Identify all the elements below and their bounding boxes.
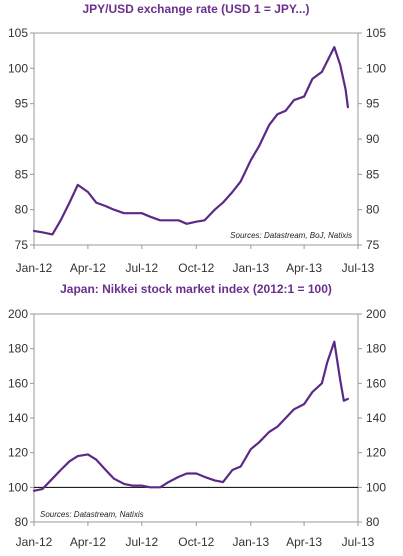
chart-1-xtick-label: Apr-13 [286, 261, 322, 275]
chart-2-ytick-label-left: 200 [8, 307, 28, 321]
chart-2-series-line [32, 340, 349, 492]
chart-1-ytick-label-left: 95 [15, 97, 29, 111]
chart-2-plot-frame [33, 313, 359, 523]
chart-1-ytick-label-right: 90 [366, 132, 380, 146]
chart-2-ytick-label-right: 100 [366, 480, 386, 494]
chart-2-ytick-label-left: 100 [8, 480, 28, 494]
chart-1-ytick-label-left: 100 [8, 61, 28, 75]
chart-1-xtick-label: Jan-13 [232, 261, 269, 275]
chart-1-xtick-label: Jul-13 [342, 261, 375, 275]
chart-2-xtick-label: Oct-12 [178, 535, 214, 549]
chart-1-ytick-label-left: 80 [15, 203, 29, 217]
chart-1-ytick-label-left: 85 [15, 167, 29, 181]
chart-2-xtick-label: Apr-12 [70, 535, 106, 549]
chart-2-ytick-label-right: 160 [366, 376, 386, 390]
chart-2-xtick-label: Jul-13 [342, 535, 375, 549]
chart-2-ytick-label-left: 120 [8, 446, 28, 460]
chart-1-ytick-label-right: 85 [366, 167, 380, 181]
chart-1-ytick-label-left: 75 [15, 238, 29, 252]
chart-2-source-note: Sources: Datastream, Natixis [40, 510, 144, 519]
chart-1-ytick-label-right: 95 [366, 97, 380, 111]
chart-1-ytick-label-left: 90 [15, 132, 29, 146]
chart-2-ytick-label-left: 160 [8, 376, 28, 390]
chart-2-ytick-label-left: 140 [8, 411, 28, 425]
chart-2-xtick-label: Jan-12 [16, 535, 53, 549]
chart-2-ytick-label-right: 80 [366, 515, 380, 529]
chart-1-xtick-label: Jan-12 [16, 261, 53, 275]
chart-1-ytick-label-right: 80 [366, 203, 380, 217]
chart-2-ytick-label-left: 180 [8, 342, 28, 356]
chart-1-source-note: Sources: Datastream, BoJ, Natixis [230, 231, 352, 240]
chart-2-ytick-label-right: 120 [366, 446, 386, 460]
chart-2-ytick-label-right: 180 [366, 342, 386, 356]
chart-1-ytick-label-left: 105 [8, 26, 28, 40]
chart-1-ytick-label-right: 105 [366, 26, 386, 40]
chart-1-xtick-label: Jul-12 [125, 261, 158, 275]
chart-2-ytick-label-right: 140 [366, 411, 386, 425]
chart-1-plot-frame [33, 32, 359, 246]
chart-2-xtick-label: Apr-13 [286, 535, 322, 549]
chart-1-xtick-label: Apr-12 [70, 261, 106, 275]
chart-1-title: JPY/USD exchange rate (USD 1 = JPY...) [82, 2, 309, 16]
chart-2-xtick-label: Jan-13 [232, 535, 269, 549]
chart-2-title: Japan: Nikkei stock market index (2012:1… [60, 282, 332, 296]
chart-2-ytick-label-left: 80 [15, 515, 29, 529]
chart-1-ytick-label-right: 100 [366, 61, 386, 75]
chart-1-xtick-label: Oct-12 [178, 261, 214, 275]
chart-2-xtick-label: Jul-12 [125, 535, 158, 549]
chart-1-series-line [32, 46, 349, 236]
chart-1-ytick-label-right: 75 [366, 238, 380, 252]
chart-2-ytick-label-right: 200 [366, 307, 386, 321]
